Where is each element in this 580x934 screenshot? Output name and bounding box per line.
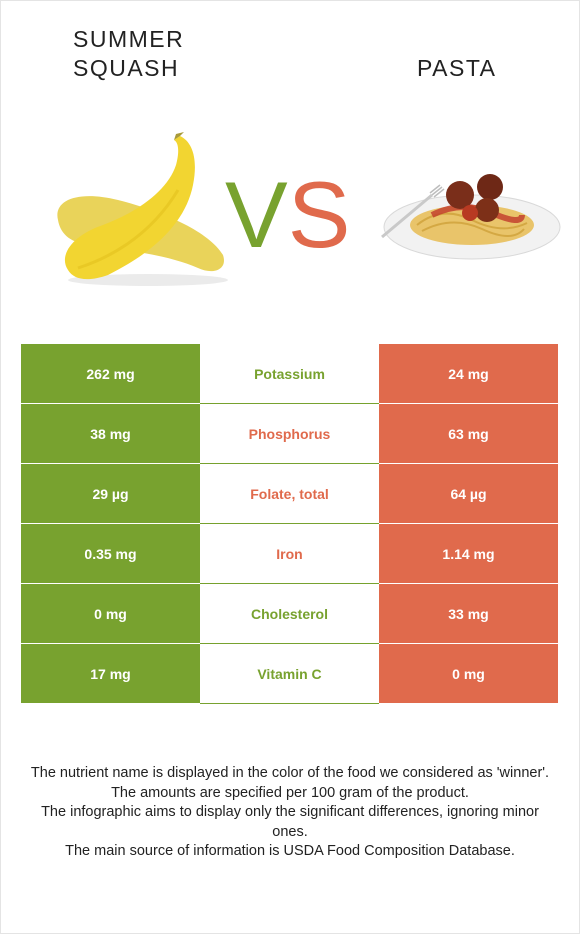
right-value: 24 mg: [379, 344, 558, 404]
left-food-title: SUMMER SQUASH: [73, 26, 185, 81]
table-row: 0 mg Cholesterol 33 mg: [21, 583, 558, 644]
table-row: 38 mg Phosphorus 63 mg: [21, 403, 558, 464]
left-value: 262 mg: [21, 344, 200, 404]
summer-squash-image: [57, 132, 228, 286]
right-value: 64 µg: [379, 463, 558, 524]
vs-s-letter: S: [287, 162, 351, 267]
table-row: 29 µg Folate, total 64 µg: [21, 463, 558, 524]
nutrient-name: Cholesterol: [200, 583, 379, 644]
right-value: 63 mg: [379, 403, 558, 464]
footnote-amounts: The amounts are specified per 100 gram o…: [111, 784, 469, 801]
vs-v-letter: V: [225, 162, 288, 267]
footnote-differences: The infographic aims to display only the…: [41, 804, 539, 840]
left-value: 38 mg: [21, 403, 200, 464]
nutrient-name: Iron: [200, 523, 379, 584]
footnotes: The nutrient name is displayed in the co…: [22, 764, 558, 862]
left-value: 0 mg: [21, 583, 200, 644]
right-food-title: PASTA: [417, 55, 497, 81]
right-value: 33 mg: [379, 583, 558, 644]
nutrient-name: Folate, total: [200, 463, 379, 524]
nutrient-name: Phosphorus: [200, 403, 379, 464]
nutrient-name: Potassium: [200, 344, 379, 404]
table-row: 0.35 mg Iron 1.14 mg: [21, 523, 558, 584]
pasta-image: [381, 174, 561, 260]
left-value: 17 mg: [21, 643, 200, 704]
footnote-winner: The nutrient name is displayed in the co…: [30, 765, 550, 781]
footnote-source: The main source of information is USDA F…: [65, 843, 515, 859]
right-value: 1.14 mg: [379, 523, 558, 584]
nutrient-name: Vitamin C: [200, 643, 379, 704]
vs-label: VS: [225, 155, 350, 275]
nutrient-comparison-table: 262 mg Potassium 24 mg 38 mg Phosphorus 63 mg…: [21, 344, 558, 704]
table-row: 262 mg Potassium 24 mg: [21, 344, 558, 404]
left-value: 0.35 mg: [21, 523, 200, 584]
left-value: 29 µg: [21, 463, 200, 524]
right-value: 0 mg: [379, 643, 558, 704]
